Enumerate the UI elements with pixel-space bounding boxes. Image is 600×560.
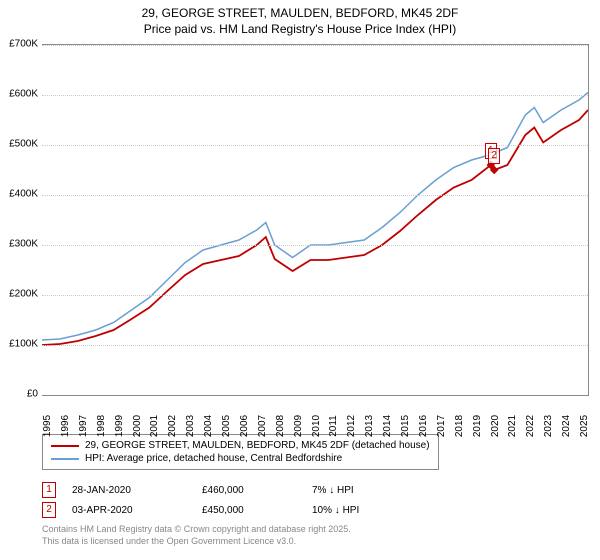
x-axis-label: 2018	[454, 415, 465, 437]
x-axis-label: 2011	[328, 415, 339, 437]
sale-row: 2 03-APR-2020£450,00010% ↓ HPI	[42, 500, 412, 520]
x-axis-label: 2016	[418, 415, 429, 437]
chart-subtitle: Price paid vs. HM Land Registry's House …	[0, 22, 600, 38]
y-axis-label: £500K	[0, 139, 38, 150]
x-axis-label: 1999	[114, 415, 125, 437]
x-axis-label: 2019	[472, 415, 483, 437]
legend-swatch	[51, 445, 79, 447]
sales-table: 1 28-JAN-2020£460,0007% ↓ HPI 2 03-APR-2020…	[42, 480, 412, 520]
x-axis-label: 1995	[42, 415, 53, 437]
sale-marker: 2	[488, 148, 500, 164]
sale-marker-box: 1	[42, 482, 56, 498]
sale-price: £460,000	[202, 485, 312, 496]
x-axis-label: 1998	[96, 415, 107, 437]
y-axis-label: £700K	[0, 39, 38, 50]
x-axis-label: 2003	[185, 415, 196, 437]
sale-price: £450,000	[202, 505, 312, 516]
x-axis-label: 2017	[436, 415, 447, 437]
x-axis-label: 2022	[525, 415, 536, 437]
y-axis-label: £100K	[0, 339, 38, 350]
footer-attribution: Contains HM Land Registry data © Crown c…	[42, 524, 351, 547]
x-axis-label: 2020	[490, 415, 501, 437]
x-axis-label: 2009	[293, 415, 304, 437]
sale-date: 03-APR-2020	[72, 505, 202, 516]
x-axis-label: 2006	[239, 415, 250, 437]
sale-hpi-delta: 10% ↓ HPI	[312, 505, 412, 516]
x-axis-label: 2001	[149, 415, 160, 437]
x-axis-label: 2007	[257, 415, 268, 437]
x-axis-label: 2015	[400, 415, 411, 437]
x-axis-label: 2005	[221, 415, 232, 437]
x-axis-label: 2013	[364, 415, 375, 437]
sale-row: 1 28-JAN-2020£460,0007% ↓ HPI	[42, 480, 412, 500]
chart-series-line	[42, 93, 588, 341]
chart-title-block: 29, GEORGE STREET, MAULDEN, BEDFORD, MK4…	[0, 0, 600, 37]
legend-item: 29, GEORGE STREET, MAULDEN, BEDFORD, MK4…	[51, 439, 430, 452]
footer-line2: This data is licensed under the Open Gov…	[42, 536, 351, 548]
x-axis-label: 2008	[275, 415, 286, 437]
x-axis-label: 1996	[60, 415, 71, 437]
x-axis-label: 2000	[132, 415, 143, 437]
legend-label: 29, GEORGE STREET, MAULDEN, BEDFORD, MK4…	[85, 440, 430, 451]
y-axis-label: £300K	[0, 239, 38, 250]
sale-hpi-delta: 7% ↓ HPI	[312, 485, 412, 496]
x-axis-label: 2025	[579, 415, 590, 437]
x-axis-label: 2023	[543, 415, 554, 437]
chart-plot-area: 12	[42, 44, 589, 396]
x-axis-label: 2024	[561, 415, 572, 437]
chart-legend: 29, GEORGE STREET, MAULDEN, BEDFORD, MK4…	[42, 434, 439, 470]
x-axis-label: 2004	[203, 415, 214, 437]
x-axis-label: 1997	[78, 415, 89, 437]
x-axis-label: 2012	[346, 415, 357, 437]
y-axis-label: £0	[0, 389, 38, 400]
legend-swatch	[51, 458, 79, 460]
legend-label: HPI: Average price, detached house, Cent…	[85, 453, 342, 464]
sale-date: 28-JAN-2020	[72, 485, 202, 496]
x-axis-label: 2010	[311, 415, 322, 437]
footer-line1: Contains HM Land Registry data © Crown c…	[42, 524, 351, 536]
y-axis-label: £600K	[0, 89, 38, 100]
chart-lines-svg	[42, 45, 588, 395]
x-axis-label: 2002	[167, 415, 178, 437]
x-axis-label: 2021	[507, 415, 518, 437]
legend-item: HPI: Average price, detached house, Cent…	[51, 452, 430, 465]
y-axis-label: £200K	[0, 289, 38, 300]
sale-marker-box: 2	[42, 502, 56, 518]
chart-title: 29, GEORGE STREET, MAULDEN, BEDFORD, MK4…	[0, 6, 600, 22]
x-axis-label: 2014	[382, 415, 393, 437]
y-axis-label: £400K	[0, 189, 38, 200]
